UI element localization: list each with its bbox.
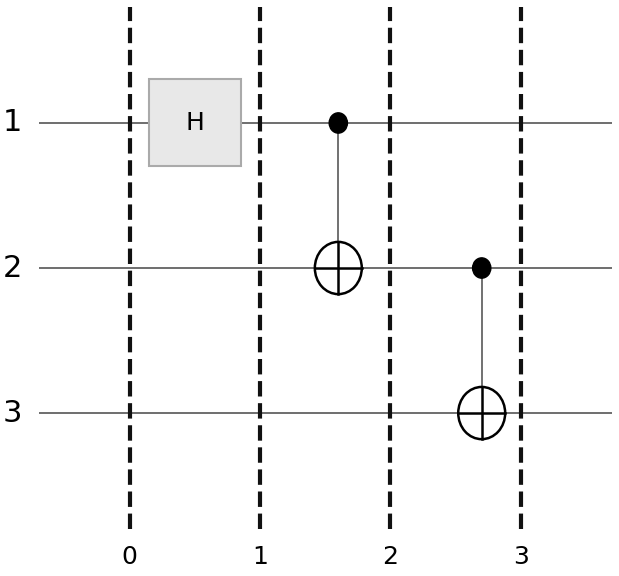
Circle shape [472, 258, 491, 278]
Text: 2: 2 [2, 253, 22, 282]
FancyBboxPatch shape [149, 79, 241, 166]
Circle shape [329, 113, 347, 133]
Text: 1: 1 [2, 108, 22, 138]
Circle shape [458, 387, 505, 439]
Circle shape [315, 242, 361, 294]
Text: 3: 3 [2, 399, 22, 427]
Text: H: H [186, 111, 204, 135]
